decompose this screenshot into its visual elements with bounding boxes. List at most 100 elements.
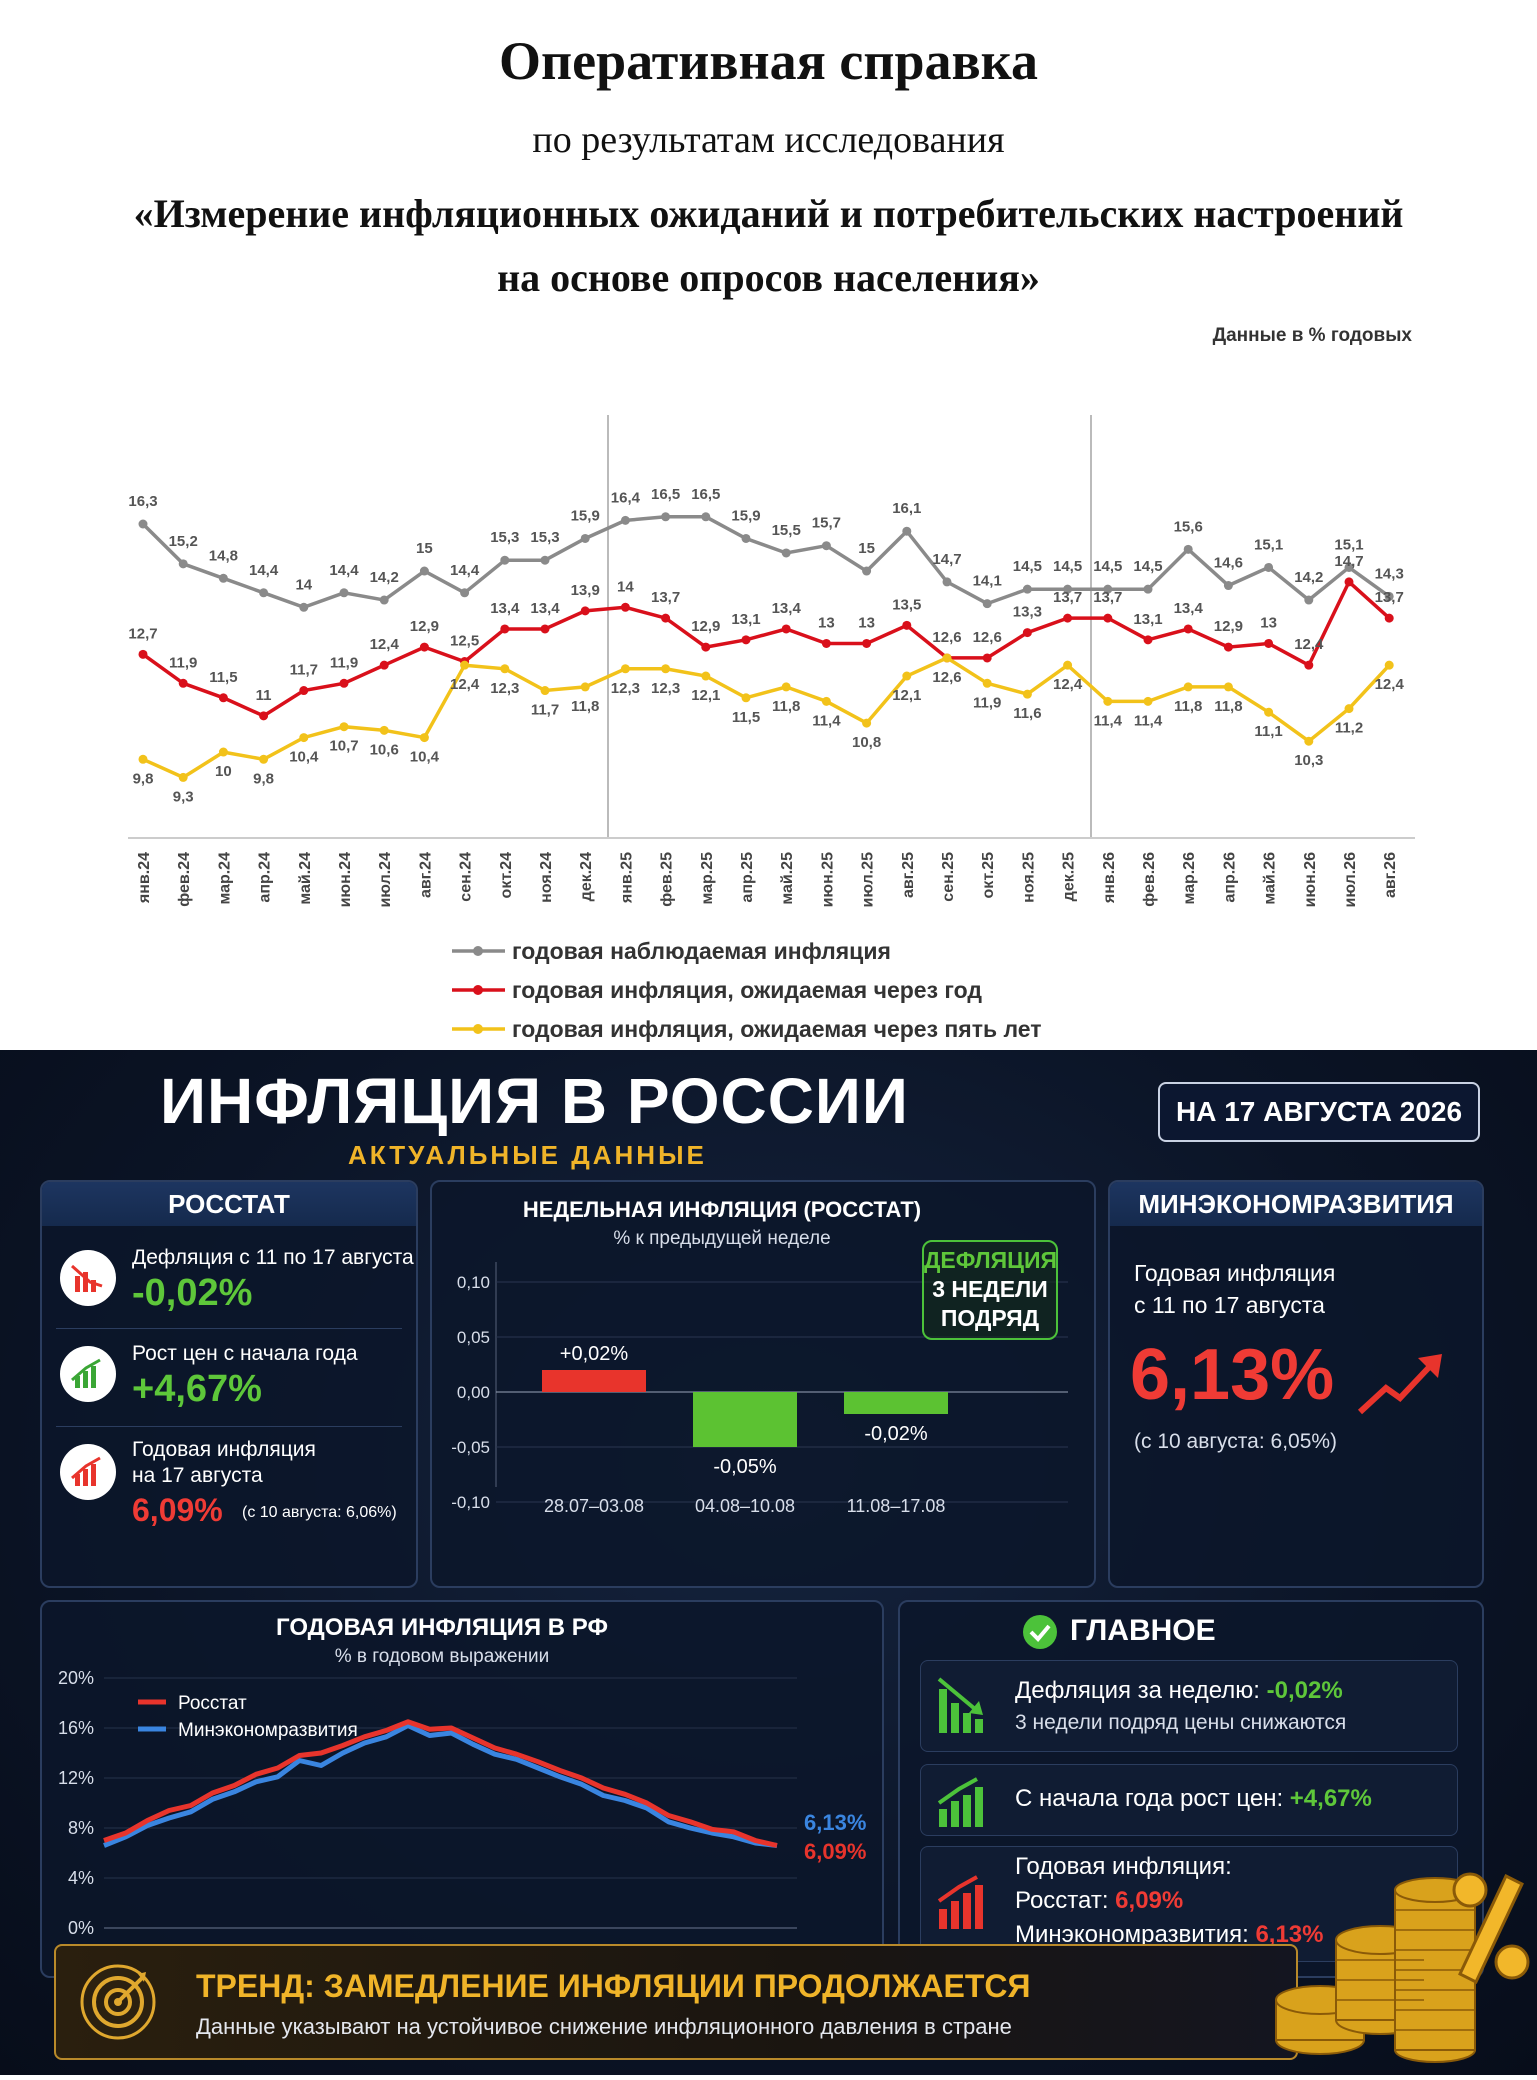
main-annual-rosstat: Росстат: 6,09% [1015,1887,1183,1915]
end-value-label: 6,09% [804,1839,866,1864]
series-point [1143,584,1153,594]
legend-label: годовая наблюдаемая инфляция [512,938,891,964]
series-point [1304,595,1314,605]
data-label: 11,7 [531,702,559,719]
series-point [902,671,912,681]
data-label: 9,3 [173,788,194,805]
data-label: 13,7 [1053,589,1082,606]
data-label: 13,9 [571,582,600,599]
series-point [942,653,952,663]
x-tick-label: сен.24 [458,852,475,902]
data-label: 11,5 [209,669,237,686]
series-point [419,733,429,743]
series-point [379,660,389,670]
x-tick-label: мар.25 [699,852,716,905]
x-tick-label: июн.24 [337,852,354,908]
weekly-inflation-panel: НЕДЕЛЬНАЯ ИНФЛЯЦИЯ (РОССТАТ) % к предыду… [430,1180,1096,1588]
data-label: 15,7 [812,515,841,532]
data-label: 12,3 [490,680,519,697]
x-tick-label: апр.25 [739,852,756,903]
x-tick-label: май.26 [1262,852,1279,905]
trend-title: ТРЕНД: ЗАМЕДЛЕНИЕ ИНФЛЯЦИИ ПРОДОЛЖАЕТСЯ [196,1968,1031,2004]
series-point [1223,642,1233,652]
data-label: 13,7 [1375,589,1404,606]
x-tick-label: июл.24 [377,852,394,908]
x-tick-label: июн.26 [1302,852,1319,908]
series-point [339,588,349,598]
data-label: 11,4 [1094,712,1123,729]
series-point [902,526,912,536]
data-label: 15,9 [731,507,760,524]
data-label: 12,1 [691,687,720,704]
series-point [1183,544,1193,554]
series-point [821,696,831,706]
legend-label: годовая инфляция, ожидаемая через год [512,977,982,1003]
main-annual-text: Годовая инфляция: [1015,1853,1232,1880]
minek-title: МИНЭКОНОМРАЗВИТИЯ [1110,1182,1482,1226]
data-label: 10,6 [370,741,399,758]
main-annual-minek-value: 6,13% [1255,1921,1324,1948]
series-point [138,649,148,659]
series-point [1103,613,1113,623]
series-point [701,642,711,652]
data-label: 12,3 [611,680,640,697]
series-point [1022,628,1032,638]
data-label: 11,6 [1013,705,1041,722]
x-tick-label: сен.25 [940,852,957,902]
data-label: 14,3 [1375,565,1404,582]
x-tick-label: май.25 [779,852,796,905]
target-icon [80,1964,156,2045]
legend-marker [473,946,483,956]
weekly-chart-title: НЕДЕЛЬНАЯ ИНФЛЯЦИЯ (РОССТАТ) [523,1197,921,1222]
data-label: 15,2 [169,533,198,550]
infographic-subtitle: АКТУАЛЬНЫЕ ДАННЫЕ [348,1140,707,1170]
x-tick-label: окт.25 [980,852,997,899]
data-label: 15,5 [772,522,801,539]
x-tick-label: дек.24 [578,852,595,901]
series-point [781,682,791,692]
rosstat-deflation-value: -0,02% [132,1272,253,1314]
series-point [339,722,349,732]
series-point [701,512,711,522]
series-point [1183,682,1193,692]
series-point [419,566,429,576]
data-label: 15,3 [490,529,519,546]
series-point [1183,624,1193,634]
data-label: 15,6 [1174,518,1203,535]
series-point [1143,635,1153,645]
bar-value-label: -0,05% [713,1456,777,1478]
series-point [218,747,228,757]
y-tick-label: -0,05 [451,1438,490,1457]
chart-growth-icon [935,1871,991,1936]
y-tick-label: -0,10 [451,1493,490,1512]
series-point [862,638,872,648]
data-label: 15 [416,540,433,557]
data-label: 10,8 [852,734,881,751]
data-label: 12,4 [370,636,400,653]
x-tick-label: фев.24 [176,852,193,907]
series-point [902,620,912,630]
series-point [661,613,671,623]
x-tick-label: июн.25 [819,852,836,908]
legend-label: Минэкономразвития [178,1720,358,1741]
data-label: 16,4 [611,489,641,506]
y-tick-label: 20% [58,1668,94,1688]
data-label: 15,1 [1254,536,1283,553]
x-tick-label: июл.25 [860,852,877,908]
annual-series-line-1 [103,1723,778,1848]
data-label: 15,3 [530,529,559,546]
y-tick-label: 0,10 [457,1273,490,1292]
data-label: 13 [818,614,835,631]
survey-report: Оперативная справка по результатам иссле… [128,31,1415,1042]
series-point [1264,638,1274,648]
main-deflation-line: Дефляция за неделю: -0,02% [1015,1677,1343,1705]
series-point [1143,696,1153,706]
data-label: 12,4 [450,676,480,693]
data-label: 12,9 [691,618,720,635]
data-label: 14,7 [1334,553,1363,570]
rosstat-ytd-value: +4,67% [132,1368,262,1410]
x-tick-label: янв.25 [618,852,635,904]
series-point [580,682,590,692]
data-label: 10 [215,763,232,780]
data-label: 12,7 [128,625,157,642]
